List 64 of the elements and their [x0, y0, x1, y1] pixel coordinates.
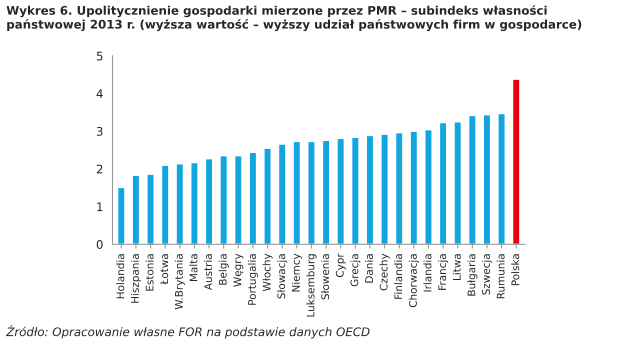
bar — [248, 152, 258, 244]
bar — [424, 129, 433, 244]
x-tick-label: Dania — [364, 254, 373, 283]
bar — [160, 164, 170, 244]
bar — [234, 155, 243, 244]
x-tick-label: Finlandia — [394, 254, 402, 299]
x-tick-label: Austria — [204, 254, 212, 290]
bar — [263, 147, 272, 244]
text: Źródło: Opracowanie własne FOR na podstawie danych OECD — [6, 325, 370, 339]
bar — [482, 114, 492, 244]
x-tick-label: Cypr — [336, 253, 346, 278]
x-tick-label: Litwa — [452, 254, 461, 280]
bar — [307, 140, 316, 244]
x-tick-label: Czechy — [380, 254, 390, 290]
x-tick-label: Włochy — [262, 254, 273, 292]
bar — [453, 121, 462, 244]
x-tick-label: Polska — [511, 254, 520, 286]
x-tick-label: Luksemburg — [306, 254, 316, 316]
bar — [204, 158, 214, 244]
bar — [409, 130, 418, 244]
bar — [175, 162, 184, 244]
chart-title: Wykres 6. Upolitycznienie gospodarki mierzone przez PMR – subindeks własności państwowej 2013 r. (wyższa wartość – wyższy udział państwowych firm w gospodarce) — [6, 5, 582, 32]
x-tick-label: Grecja — [350, 254, 360, 286]
y-tick-label: 3 — [96, 126, 103, 136]
x-tick-label: Francja — [438, 254, 448, 290]
x-tick-label: Estonia — [145, 254, 154, 291]
x-tick-label: Słowacja — [277, 254, 288, 298]
x-tick-label: Słowenia — [321, 254, 330, 300]
x-tick-label: Rumunia — [496, 254, 505, 298]
x-tick-label: Holandia — [116, 254, 124, 298]
x-tick-label: Węgry — [234, 254, 244, 287]
y-tick-label: 1 — [97, 202, 102, 212]
x-tick-label: Bułgaria — [467, 254, 478, 296]
x-tick-label: Portugalia — [248, 254, 258, 305]
bar — [394, 132, 404, 244]
bar — [190, 162, 199, 244]
y-tick-label: 2 — [96, 164, 102, 174]
bar — [512, 78, 521, 244]
x-tick-label: W.Brytania — [174, 254, 185, 310]
bar — [380, 134, 389, 244]
bar — [366, 134, 374, 244]
bar — [468, 114, 477, 244]
bar — [292, 140, 302, 244]
x-tick-label: Malta — [189, 254, 198, 282]
bar — [219, 155, 228, 244]
x-tick-label: Hiszpania — [130, 254, 141, 303]
bar — [438, 122, 448, 244]
bar — [116, 186, 126, 244]
x-tick-label: Niemcy — [292, 254, 302, 292]
x-tick-label: Irlandia — [423, 254, 432, 292]
bar — [132, 174, 140, 244]
bar — [497, 112, 506, 244]
bar — [336, 138, 346, 244]
bar — [146, 174, 155, 244]
y-tick-label: 5 — [96, 52, 102, 60]
bar — [350, 136, 360, 244]
bar — [278, 143, 287, 244]
y-tick-label: 4 — [96, 89, 103, 98]
x-tick-label: Chorwacja — [408, 254, 419, 308]
bar — [322, 140, 330, 244]
y-tick-label: 0 — [96, 240, 103, 249]
x-tick-label: Szwecja — [482, 254, 492, 295]
x-tick-label: Łotwa — [160, 254, 168, 285]
x-tick-label: Belgia — [218, 254, 229, 285]
